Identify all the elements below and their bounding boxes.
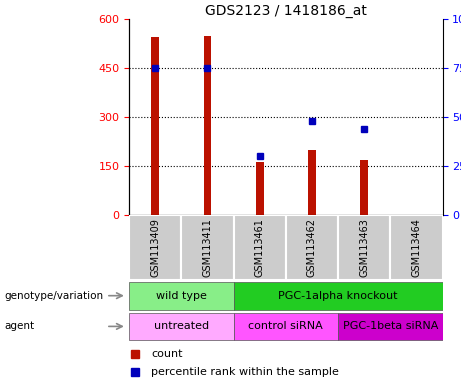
Text: genotype/variation: genotype/variation [5, 291, 104, 301]
Bar [308, 151, 316, 215]
Text: GSM113409: GSM113409 [150, 218, 160, 277]
Bar [256, 162, 264, 215]
Bar [234, 215, 286, 280]
Bar [204, 36, 211, 215]
Bar [286, 215, 338, 280]
Text: wild type: wild type [156, 291, 207, 301]
Text: PGC-1beta siRNA: PGC-1beta siRNA [343, 321, 438, 331]
Bar [361, 160, 368, 215]
Text: agent: agent [5, 321, 35, 331]
Text: control siRNA: control siRNA [248, 321, 323, 331]
Text: GSM113462: GSM113462 [307, 218, 317, 277]
Text: percentile rank within the sample: percentile rank within the sample [151, 367, 339, 377]
Title: GDS2123 / 1418186_at: GDS2123 / 1418186_at [205, 4, 367, 18]
Text: GSM113463: GSM113463 [359, 218, 369, 277]
Text: PGC-1alpha knockout: PGC-1alpha knockout [278, 291, 398, 301]
Text: untreated: untreated [154, 321, 209, 331]
Text: GSM113461: GSM113461 [254, 218, 265, 277]
Bar [181, 215, 234, 280]
Bar [338, 313, 443, 340]
Text: count: count [151, 349, 183, 359]
Bar [234, 282, 443, 310]
Text: GSM113464: GSM113464 [411, 218, 421, 277]
Bar [390, 215, 443, 280]
Text: GSM113411: GSM113411 [202, 218, 213, 277]
Bar [234, 313, 338, 340]
Bar [151, 37, 159, 215]
Bar [338, 215, 390, 280]
Bar [129, 215, 181, 280]
Bar [129, 313, 234, 340]
Bar [129, 282, 234, 310]
